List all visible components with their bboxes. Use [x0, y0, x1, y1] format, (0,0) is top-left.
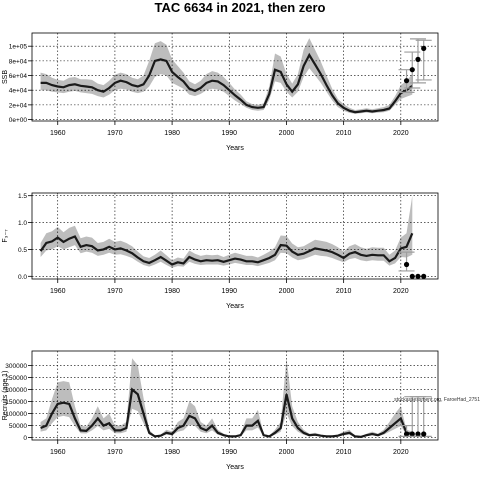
fbar-confidence-band	[40, 195, 413, 268]
recruits-y-tick-label: 50000	[9, 423, 27, 430]
fbar-x-tick-label: 2000	[279, 288, 295, 295]
ssb-forecast-point-2022	[409, 67, 415, 73]
recruits-x-tick-label: 2000	[279, 449, 295, 456]
fbar-forecast-point-2022	[409, 273, 415, 279]
fbar-y-tick-label: 1.0	[18, 220, 27, 227]
recruits-x-tick-label: 1960	[50, 449, 66, 456]
recruits-x-axis-title: Years	[226, 464, 244, 471]
recruits-y-tick-label: 150000	[5, 399, 27, 406]
ssb-confidence-band	[40, 38, 413, 114]
ssb-x-tick-label: 2020	[393, 130, 409, 137]
ssb-x-axis-title: Years	[226, 145, 244, 152]
fbar-x-tick-label: 1970	[107, 288, 123, 295]
ssb-estimate-line	[40, 52, 413, 114]
ssb-y-tick-label: 1e+05	[9, 44, 28, 51]
ssb-x-tick-label: 1980	[164, 130, 180, 137]
recruits-x-tick-label: 2010	[336, 449, 352, 456]
ssb-forecast-point-2021	[403, 78, 410, 84]
fbar-x-tick-label: 1960	[50, 288, 66, 295]
recruits-x-tick-label: 1990	[221, 449, 237, 456]
fbar-x-tick-label: 2010	[336, 288, 352, 295]
ssb-y-tick-label: 2e+04	[9, 102, 28, 109]
ssb-forecast-point-2024	[421, 45, 427, 52]
recruits-y-tick-label: 200000	[5, 387, 27, 394]
fbar-forecast-point-2021	[403, 261, 410, 268]
ssb-y-tick-label: 8e+04	[9, 58, 28, 65]
recruits-x-tick-label: 1970	[107, 449, 123, 456]
fbar-forecast-point-2023	[415, 273, 421, 279]
recruits-forecast-point-2023	[415, 431, 421, 437]
panel-ssb: 1960 1970 1980 1990 2000 2010 2020 0e+00 2e+04 4e…	[2, 32, 439, 152]
fbar-x-tick-label: 2020	[393, 288, 409, 295]
recruits-x-tick-label: 1980	[164, 449, 180, 456]
recruits-y-tick-label: 250000	[5, 375, 27, 382]
ssb-x-tick-label: 1970	[107, 130, 123, 137]
ssb-y-tick-label: 4e+04	[9, 88, 28, 95]
recruits-confidence-band	[40, 358, 413, 438]
recruits-plot-frame	[31, 350, 439, 441]
recruits-forecast-point-2022	[409, 431, 415, 437]
fbar-plot-frame	[31, 192, 439, 280]
recruits-x-tick-label: 2020	[393, 449, 409, 456]
ssb-plot-frame	[31, 32, 439, 122]
recruits-y-tick-label: 100000	[5, 411, 27, 418]
ssb-x-tick-label: 2000	[279, 130, 295, 137]
recruits-forecast-point-2024	[421, 431, 427, 437]
recruits-y-tick-label: 0	[23, 435, 27, 442]
ssb-x-tick-label: 2010	[336, 130, 352, 137]
chart-title: TAC 6634 in 2021, then zero	[154, 0, 326, 15]
recruits-y-axis-title: Recruits (age 1)	[2, 371, 9, 421]
ssb-y-tick-label: 6e+04	[9, 73, 28, 80]
recruits-forecast-point-2021	[403, 431, 410, 437]
panel-recruits: 1960 1970 1980 1990 2000 2010 2020 0 50000 100000…	[2, 350, 439, 471]
fbar-y-tick-label: 0.0	[18, 274, 27, 281]
panel-fbar: 1960 1970 1980 1990 2000 2010 2020 0.0 0.5 1.0 1.5…	[2, 192, 439, 310]
ssb-forecast-point-2023	[415, 56, 421, 63]
fbar-y-axis-title: F₃₋₇	[2, 229, 9, 243]
fbar-x-tick-label: 1980	[164, 288, 180, 295]
fbar-y-tick-label: 0.5	[18, 247, 27, 254]
ssb-y-axis-title: SSB	[2, 70, 9, 84]
fbar-estimate-line	[39, 232, 414, 266]
ssb-y-tick-label: 0e+00	[9, 117, 28, 124]
recruits-y-tick-label: 300000	[5, 363, 27, 370]
ssb-x-tick-label: 1990	[221, 130, 237, 137]
recruits-estimate-line	[40, 387, 413, 439]
fbar-x-tick-label: 1990	[221, 288, 237, 295]
ssb-x-tick-label: 1960	[50, 130, 66, 137]
fbar-y-tick-label: 1.5	[18, 193, 27, 200]
fbar-forecast-point-2024	[421, 273, 427, 279]
watermark-text: stockassessment.org, FaroeHad_2751	[394, 397, 480, 403]
fbar-x-axis-title: Years	[226, 303, 244, 310]
